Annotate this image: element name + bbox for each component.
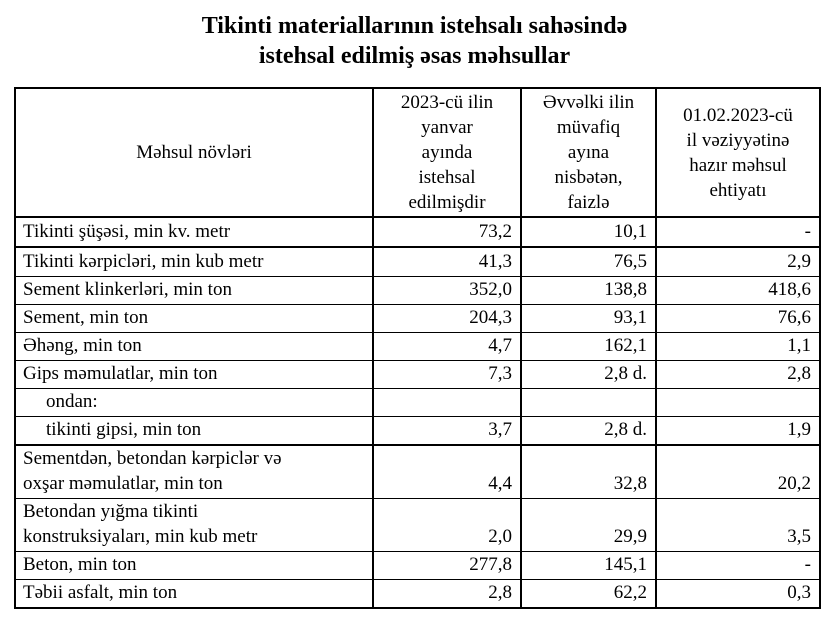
product-name: Gips məmulatlar, min ton <box>14 359 374 389</box>
product-name: Sement, min ton <box>14 303 374 333</box>
product-name: Beton, min ton <box>14 550 374 580</box>
column-header-stock: 01.02.2023-cü il vəziyyətinə hazır məhsu… <box>655 87 821 218</box>
percent-value <box>520 387 657 417</box>
stock-value: 3,5 <box>655 497 821 552</box>
column-header-produced: 2023-cü ilin yanvar ayında istehsal edil… <box>372 87 522 218</box>
produced-value: 277,8 <box>372 550 522 580</box>
percent-value: 138,8 <box>520 275 657 305</box>
produced-value: 41,3 <box>372 246 522 277</box>
percent-value: 62,2 <box>520 578 657 608</box>
table-row: Sement, min ton 204,3 93,1 76,6 <box>14 303 821 333</box>
stock-value: 418,6 <box>655 275 821 305</box>
percent-value: 10,1 <box>520 216 657 248</box>
stock-value: 2,9 <box>655 246 821 277</box>
table-row: ondan: <box>14 387 821 417</box>
produced-value: 3,7 <box>372 415 522 446</box>
table-row: Beton, min ton 277,8 145,1 - <box>14 550 821 580</box>
table-row: tikinti gipsi, min ton 3,7 2,8 d. 1,9 <box>14 415 821 446</box>
stock-value: 20,2 <box>655 444 821 499</box>
produced-value: 2,8 <box>372 578 522 608</box>
product-name: ondan: <box>14 387 374 417</box>
produced-value: 2,0 <box>372 497 522 552</box>
produced-value: 352,0 <box>372 275 522 305</box>
product-name: Sement klinkerləri, min ton <box>14 275 374 305</box>
percent-value: 145,1 <box>520 550 657 580</box>
produced-value <box>372 387 522 417</box>
stock-value: - <box>655 550 821 580</box>
product-name: Əhəng, min ton <box>14 331 374 361</box>
produced-value: 204,3 <box>372 303 522 333</box>
percent-value: 32,8 <box>520 444 657 499</box>
table-row: Əhəng, min ton 4,7 162,1 1,1 <box>14 331 821 361</box>
percent-value: 93,1 <box>520 303 657 333</box>
percent-value: 2,8 d. <box>520 359 657 389</box>
table-header-row: Məhsul növləri 2023-cü ilin yanvar ayınd… <box>14 87 821 218</box>
product-name: tikinti gipsi, min ton <box>14 415 374 446</box>
table-row: Gips məmulatlar, min ton 7,3 2,8 d. 2,8 <box>14 359 821 389</box>
produced-value: 73,2 <box>372 216 522 248</box>
product-name: Tikinti şüşəsi, min kv. metr <box>14 216 374 248</box>
product-name: Tikinti kərpicləri, min kub metr <box>14 246 374 277</box>
product-name: Betondan yığma tikinti konstruksiyaları,… <box>14 497 374 552</box>
table-row: Sementdən, betondan kərpiclər və oxşar m… <box>14 444 821 499</box>
stock-value: 0,3 <box>655 578 821 608</box>
table-row: Betondan yığma tikinti konstruksiyaları,… <box>14 497 821 552</box>
produced-value: 7,3 <box>372 359 522 389</box>
stock-value: 2,8 <box>655 359 821 389</box>
production-table: Məhsul növləri 2023-cü ilin yanvar ayınd… <box>14 87 821 609</box>
table-row: Təbii asfalt, min ton 2,8 62,2 0,3 <box>14 578 821 608</box>
table-row: Tikinti şüşəsi, min kv. metr 73,2 10,1 - <box>14 216 821 248</box>
stock-value: - <box>655 216 821 248</box>
table-row: Sement klinkerləri, min ton 352,0 138,8 … <box>14 275 821 305</box>
stock-value: 1,1 <box>655 331 821 361</box>
produced-value: 4,4 <box>372 444 522 499</box>
stock-value: 76,6 <box>655 303 821 333</box>
percent-value: 2,8 d. <box>520 415 657 446</box>
percent-value: 162,1 <box>520 331 657 361</box>
stock-value: 1,9 <box>655 415 821 446</box>
percent-value: 76,5 <box>520 246 657 277</box>
percent-value: 29,9 <box>520 497 657 552</box>
product-name: Sementdən, betondan kərpiclər və oxşar m… <box>14 444 374 499</box>
column-header-percent: Əvvəlki ilin müvafiq ayına nisbətən, fai… <box>520 87 657 218</box>
page-title: Tikinti materiallarının istehsalı sahəsi… <box>201 13 628 69</box>
column-header-product: Məhsul növləri <box>14 87 374 218</box>
produced-value: 4,7 <box>372 331 522 361</box>
stock-value <box>655 387 821 417</box>
table-row: Tikinti kərpicləri, min kub metr 41,3 76… <box>14 246 821 277</box>
product-name: Təbii asfalt, min ton <box>14 578 374 608</box>
